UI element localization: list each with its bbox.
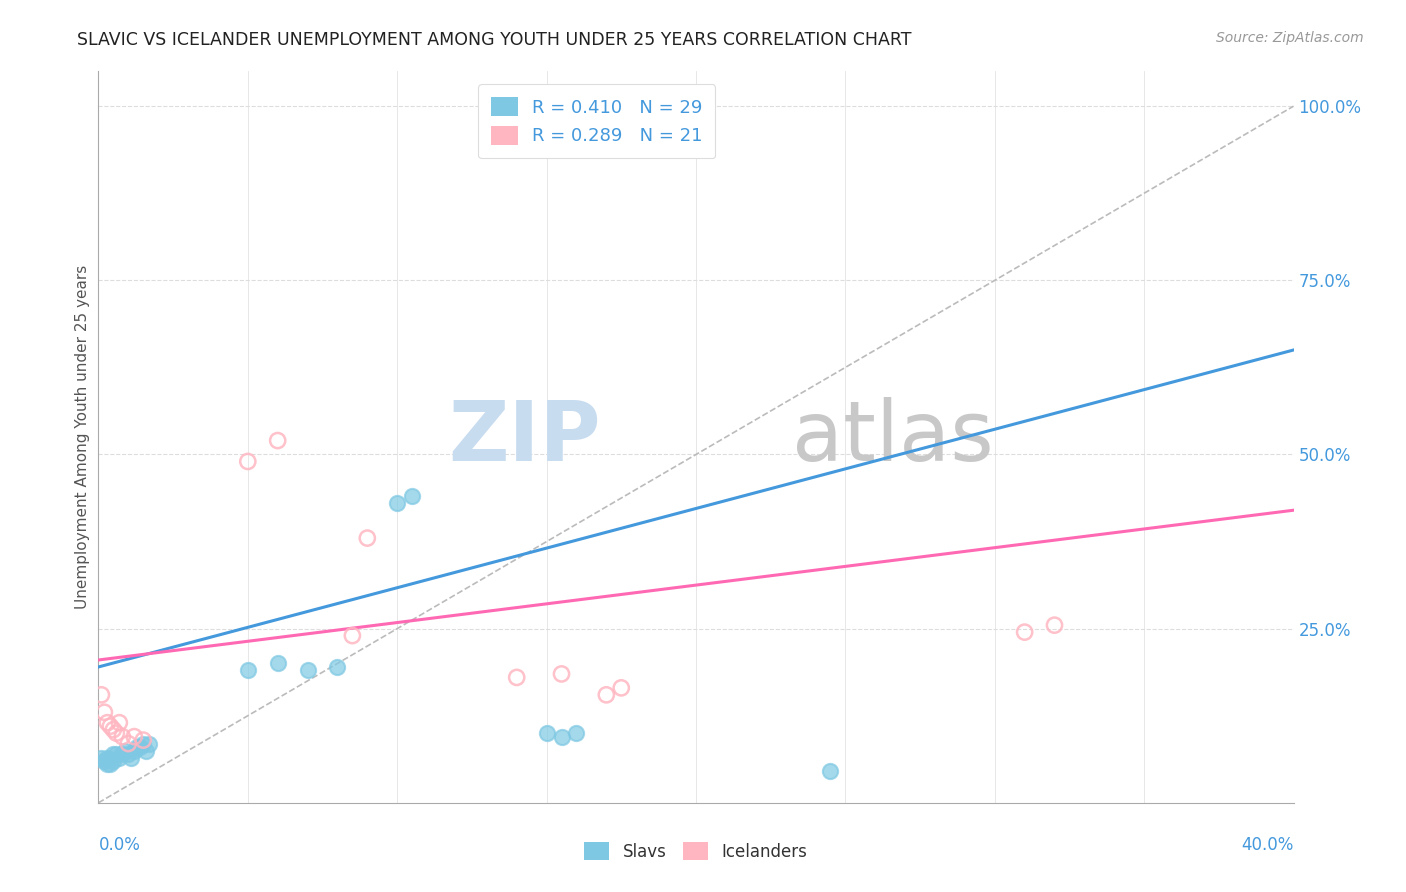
Text: 40.0%: 40.0% [1241, 836, 1294, 854]
Point [124, 730, 146, 744]
Text: SLAVIC VS ICELANDER UNEMPLOYMENT AMONG YOUTH UNDER 25 YEARS CORRELATION CHART: SLAVIC VS ICELANDER UNEMPLOYMENT AMONG Y… [77, 31, 912, 49]
Point [90, 688, 112, 702]
Point [98, 719, 122, 733]
Point [96, 750, 118, 764]
Text: Source: ZipAtlas.com: Source: ZipAtlas.com [1216, 31, 1364, 45]
Point [326, 660, 349, 674]
Point [610, 681, 633, 695]
Text: ZIP: ZIP [449, 397, 600, 477]
Point [356, 531, 378, 545]
Point [103, 723, 125, 737]
Point [565, 726, 588, 740]
Point [105, 726, 128, 740]
Point [342, 629, 364, 643]
Point [1014, 625, 1036, 640]
Point [103, 747, 125, 761]
Point [267, 657, 290, 671]
Point [135, 743, 157, 757]
Point [385, 496, 409, 510]
Text: 0.0%: 0.0% [98, 836, 141, 854]
Point [93, 754, 115, 768]
Point [96, 757, 118, 772]
Point [96, 715, 118, 730]
Legend: Slavs, Icelanders: Slavs, Icelanders [578, 836, 814, 868]
Point [120, 750, 142, 764]
Point [1043, 618, 1066, 632]
Point [550, 667, 572, 681]
Point [506, 670, 529, 684]
Point [129, 740, 152, 755]
Point [103, 754, 125, 768]
Point [550, 730, 572, 744]
Point [124, 743, 146, 757]
Point [267, 434, 290, 448]
Point [105, 747, 128, 761]
Point [111, 730, 134, 744]
Point [117, 737, 139, 751]
Point [536, 726, 558, 740]
Point [820, 764, 842, 779]
Y-axis label: Unemployment Among Youth under 25 years: Unemployment Among Youth under 25 years [75, 265, 90, 609]
Point [108, 750, 131, 764]
Point [138, 737, 160, 751]
Point [108, 715, 131, 730]
Point [132, 733, 155, 747]
Point [93, 705, 115, 719]
Point [111, 747, 134, 761]
Point [595, 688, 617, 702]
Point [127, 740, 149, 755]
Point [132, 737, 155, 751]
Point [117, 747, 139, 761]
Point [236, 664, 259, 678]
Point [114, 743, 136, 757]
Point [236, 454, 259, 468]
Point [90, 750, 112, 764]
Point [98, 757, 122, 772]
Text: atlas: atlas [792, 397, 993, 477]
Point [401, 489, 423, 503]
Point [297, 664, 319, 678]
